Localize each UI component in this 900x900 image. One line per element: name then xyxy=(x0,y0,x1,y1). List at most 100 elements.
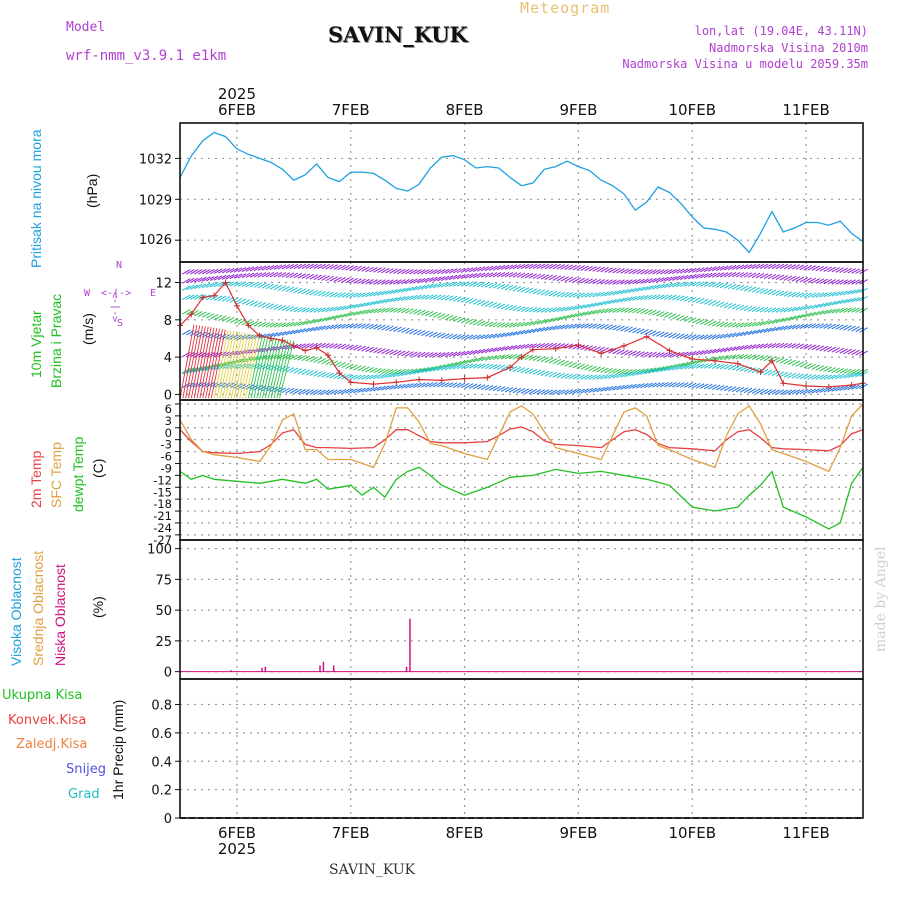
wind-barb xyxy=(357,374,366,380)
wind-barb xyxy=(644,309,653,315)
wind-barb xyxy=(381,298,390,304)
wind-barb xyxy=(484,321,494,327)
wind-barb xyxy=(703,266,713,273)
wind-speed-point xyxy=(233,302,240,309)
wind-barb xyxy=(536,356,546,362)
wind-barb xyxy=(241,272,251,279)
wind-barb xyxy=(337,313,346,319)
wind-barb xyxy=(552,389,562,395)
wind-barb xyxy=(580,364,589,370)
wind-barb xyxy=(628,307,637,314)
wind-barb xyxy=(504,272,514,278)
wind-barb xyxy=(528,263,538,269)
wind-barb xyxy=(568,388,577,395)
wind-barb xyxy=(819,309,828,316)
wind-barb xyxy=(739,331,749,337)
wind-barb xyxy=(313,274,322,280)
wind-barb xyxy=(500,284,510,290)
wind-barb xyxy=(385,268,394,274)
wind-barb xyxy=(540,389,550,395)
wind-barb xyxy=(528,320,538,326)
wind-hatch xyxy=(250,336,266,399)
wind-barb xyxy=(672,268,681,275)
wind-barb xyxy=(345,323,354,329)
wind-barb xyxy=(747,272,757,278)
wind-barb xyxy=(341,292,350,298)
wind-barb xyxy=(417,330,426,336)
wind-barb xyxy=(723,354,733,361)
wind-barb xyxy=(688,382,697,389)
wind-barb xyxy=(775,317,785,324)
panel-frame-precip xyxy=(179,678,864,819)
wind-barb xyxy=(217,274,227,281)
wind-speed-point xyxy=(461,375,468,382)
wind-barb xyxy=(373,307,382,314)
wind-barb xyxy=(783,291,793,297)
wind-barb xyxy=(600,291,609,297)
wind-barb xyxy=(233,383,243,389)
wind-barb xyxy=(233,273,243,279)
wind-barb xyxy=(743,354,753,360)
wind-speed-point xyxy=(575,341,582,348)
wind-barb xyxy=(739,264,749,270)
wind-barb xyxy=(229,273,239,280)
wind-barb xyxy=(747,306,757,312)
wind-barb xyxy=(409,308,418,315)
wind-barb xyxy=(540,326,550,332)
wind-barb xyxy=(309,274,319,280)
wind-barb xyxy=(186,309,195,316)
wind-barb xyxy=(692,273,701,280)
wind-barb xyxy=(588,345,597,352)
wind-barb xyxy=(500,354,510,360)
wind-barb xyxy=(325,324,334,330)
wind-barb xyxy=(688,334,697,340)
wind-barb xyxy=(444,295,454,301)
wind-barb xyxy=(496,271,506,278)
wind-barb xyxy=(413,285,422,291)
frame-layer xyxy=(179,122,864,819)
wind-barb xyxy=(743,272,753,278)
wind-barb xyxy=(827,346,836,353)
wind-barb xyxy=(676,382,685,388)
wind-barb xyxy=(835,299,844,305)
wind-barb xyxy=(349,344,358,351)
wind-barb xyxy=(321,389,330,395)
wind-barb xyxy=(644,382,653,388)
wind-barb xyxy=(652,382,661,388)
wind-barb xyxy=(337,277,346,283)
wind-barb xyxy=(831,324,840,330)
wind-barb xyxy=(337,343,346,350)
top-date-label: 9FEB xyxy=(559,101,597,119)
wind-barb xyxy=(496,283,506,290)
wind-barb xyxy=(616,384,625,391)
wind-barb xyxy=(723,302,733,309)
wind-barb xyxy=(405,295,414,301)
wind-barb xyxy=(612,348,621,355)
wind-barb xyxy=(735,387,745,393)
wind-barb xyxy=(476,272,486,278)
wind-barb xyxy=(456,382,466,389)
wind-barb xyxy=(536,319,546,325)
wind-barb xyxy=(707,363,717,369)
wind-barb xyxy=(767,370,777,376)
wind-barb xyxy=(353,365,362,371)
wind-barb xyxy=(584,387,593,394)
wind-barb xyxy=(413,351,422,358)
wind-barb xyxy=(556,372,566,379)
wind-barb xyxy=(393,268,402,274)
wind-barb xyxy=(245,299,255,306)
wind-barb xyxy=(799,305,809,311)
wind-barb xyxy=(815,323,825,329)
wind-barb xyxy=(791,343,801,349)
wind-barb xyxy=(433,294,442,300)
wind-barb xyxy=(186,277,195,284)
wind-barb xyxy=(524,388,534,394)
wind-barb xyxy=(620,279,629,285)
wind-barb xyxy=(305,273,315,280)
wind-barb xyxy=(257,355,267,361)
wind-barb xyxy=(775,307,785,313)
wind-hatch xyxy=(182,324,198,399)
wind-barb xyxy=(600,279,609,285)
wind-barb xyxy=(851,372,860,378)
wind-barb xyxy=(504,322,514,328)
